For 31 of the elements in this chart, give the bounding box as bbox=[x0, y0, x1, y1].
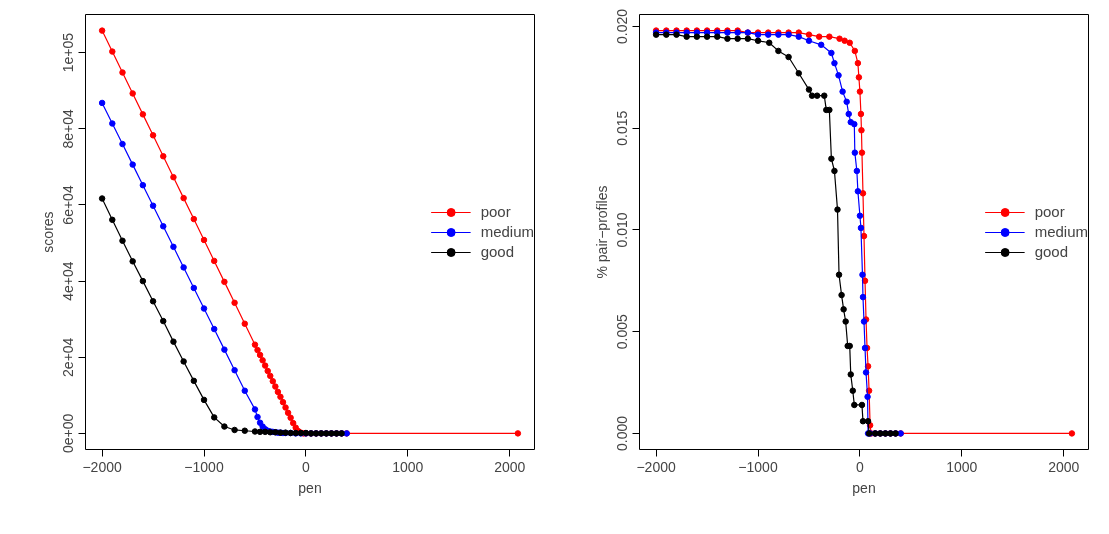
y-tick-label: 0.020 bbox=[614, 8, 631, 45]
x-tick-label: −1000 bbox=[738, 458, 778, 475]
x-tick-label: −1000 bbox=[184, 458, 224, 475]
y-tick-label: 0.005 bbox=[614, 313, 631, 350]
x-tick-label: 1000 bbox=[946, 458, 978, 475]
legend-label: poor bbox=[1034, 203, 1065, 220]
x-tick-label: −2000 bbox=[636, 458, 676, 475]
y-axis-title: scores bbox=[39, 211, 56, 253]
y-tick-label: 2e+04 bbox=[60, 337, 77, 377]
y-tick-label: 6e+04 bbox=[60, 185, 77, 225]
x-tick-label: −2000 bbox=[82, 458, 122, 475]
x-tick-label: 0 bbox=[856, 458, 865, 475]
y-tick-label: 0.000 bbox=[614, 415, 631, 451]
legend-label: medium bbox=[1034, 223, 1088, 240]
x-tick-label: 2000 bbox=[494, 458, 526, 475]
x-tick-label: 1000 bbox=[392, 458, 424, 475]
x-axis-title: pen bbox=[298, 479, 322, 496]
y-tick-label: 0.015 bbox=[614, 110, 631, 146]
x-tick-label: 2000 bbox=[1048, 458, 1080, 475]
legend-label: good bbox=[480, 243, 515, 260]
legend-label: good bbox=[1034, 243, 1069, 260]
legend-label: poor bbox=[480, 203, 511, 220]
x-axis-title: pen bbox=[852, 479, 876, 496]
x-tick-label: 0 bbox=[302, 458, 311, 475]
y-tick-label: 1e+05 bbox=[60, 32, 77, 73]
legend-label: medium bbox=[480, 223, 534, 240]
y-tick-label: 8e+04 bbox=[60, 108, 77, 149]
y-tick-label: 0e+00 bbox=[60, 413, 77, 454]
y-tick-label: 0.010 bbox=[614, 212, 631, 248]
y-tick-label: 4e+04 bbox=[60, 261, 77, 301]
y-axis-title: % pair−profiles bbox=[593, 185, 610, 279]
